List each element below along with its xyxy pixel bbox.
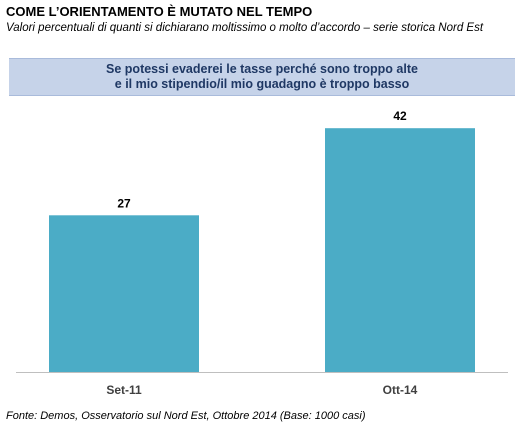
data-label-set-11: 27 (117, 196, 131, 210)
data-label-ott-14: 42 (393, 109, 407, 123)
question-line-2: e il mio stipendio/il mio guadagno è tro… (114, 77, 410, 91)
question-banner: Se potessi evaderei le tasse perché sono… (9, 58, 515, 96)
bar-ott-14 (325, 128, 475, 372)
source-note: Fonte: Demos, Osservatorio sul Nord Est,… (6, 410, 366, 422)
bar-set-11 (49, 215, 199, 372)
page-subtitle: Valori percentuali di quanti si dichiara… (6, 22, 484, 34)
page-title: COME L’ORIENTAMENTO È MUTATO NEL TEMPO (6, 4, 313, 19)
x-tick-label-set-11: Set-11 (106, 383, 142, 397)
x-tick-label-ott-14: Ott-14 (383, 383, 418, 397)
question-line-1: Se potessi evaderei le tasse perché sono… (106, 62, 418, 76)
